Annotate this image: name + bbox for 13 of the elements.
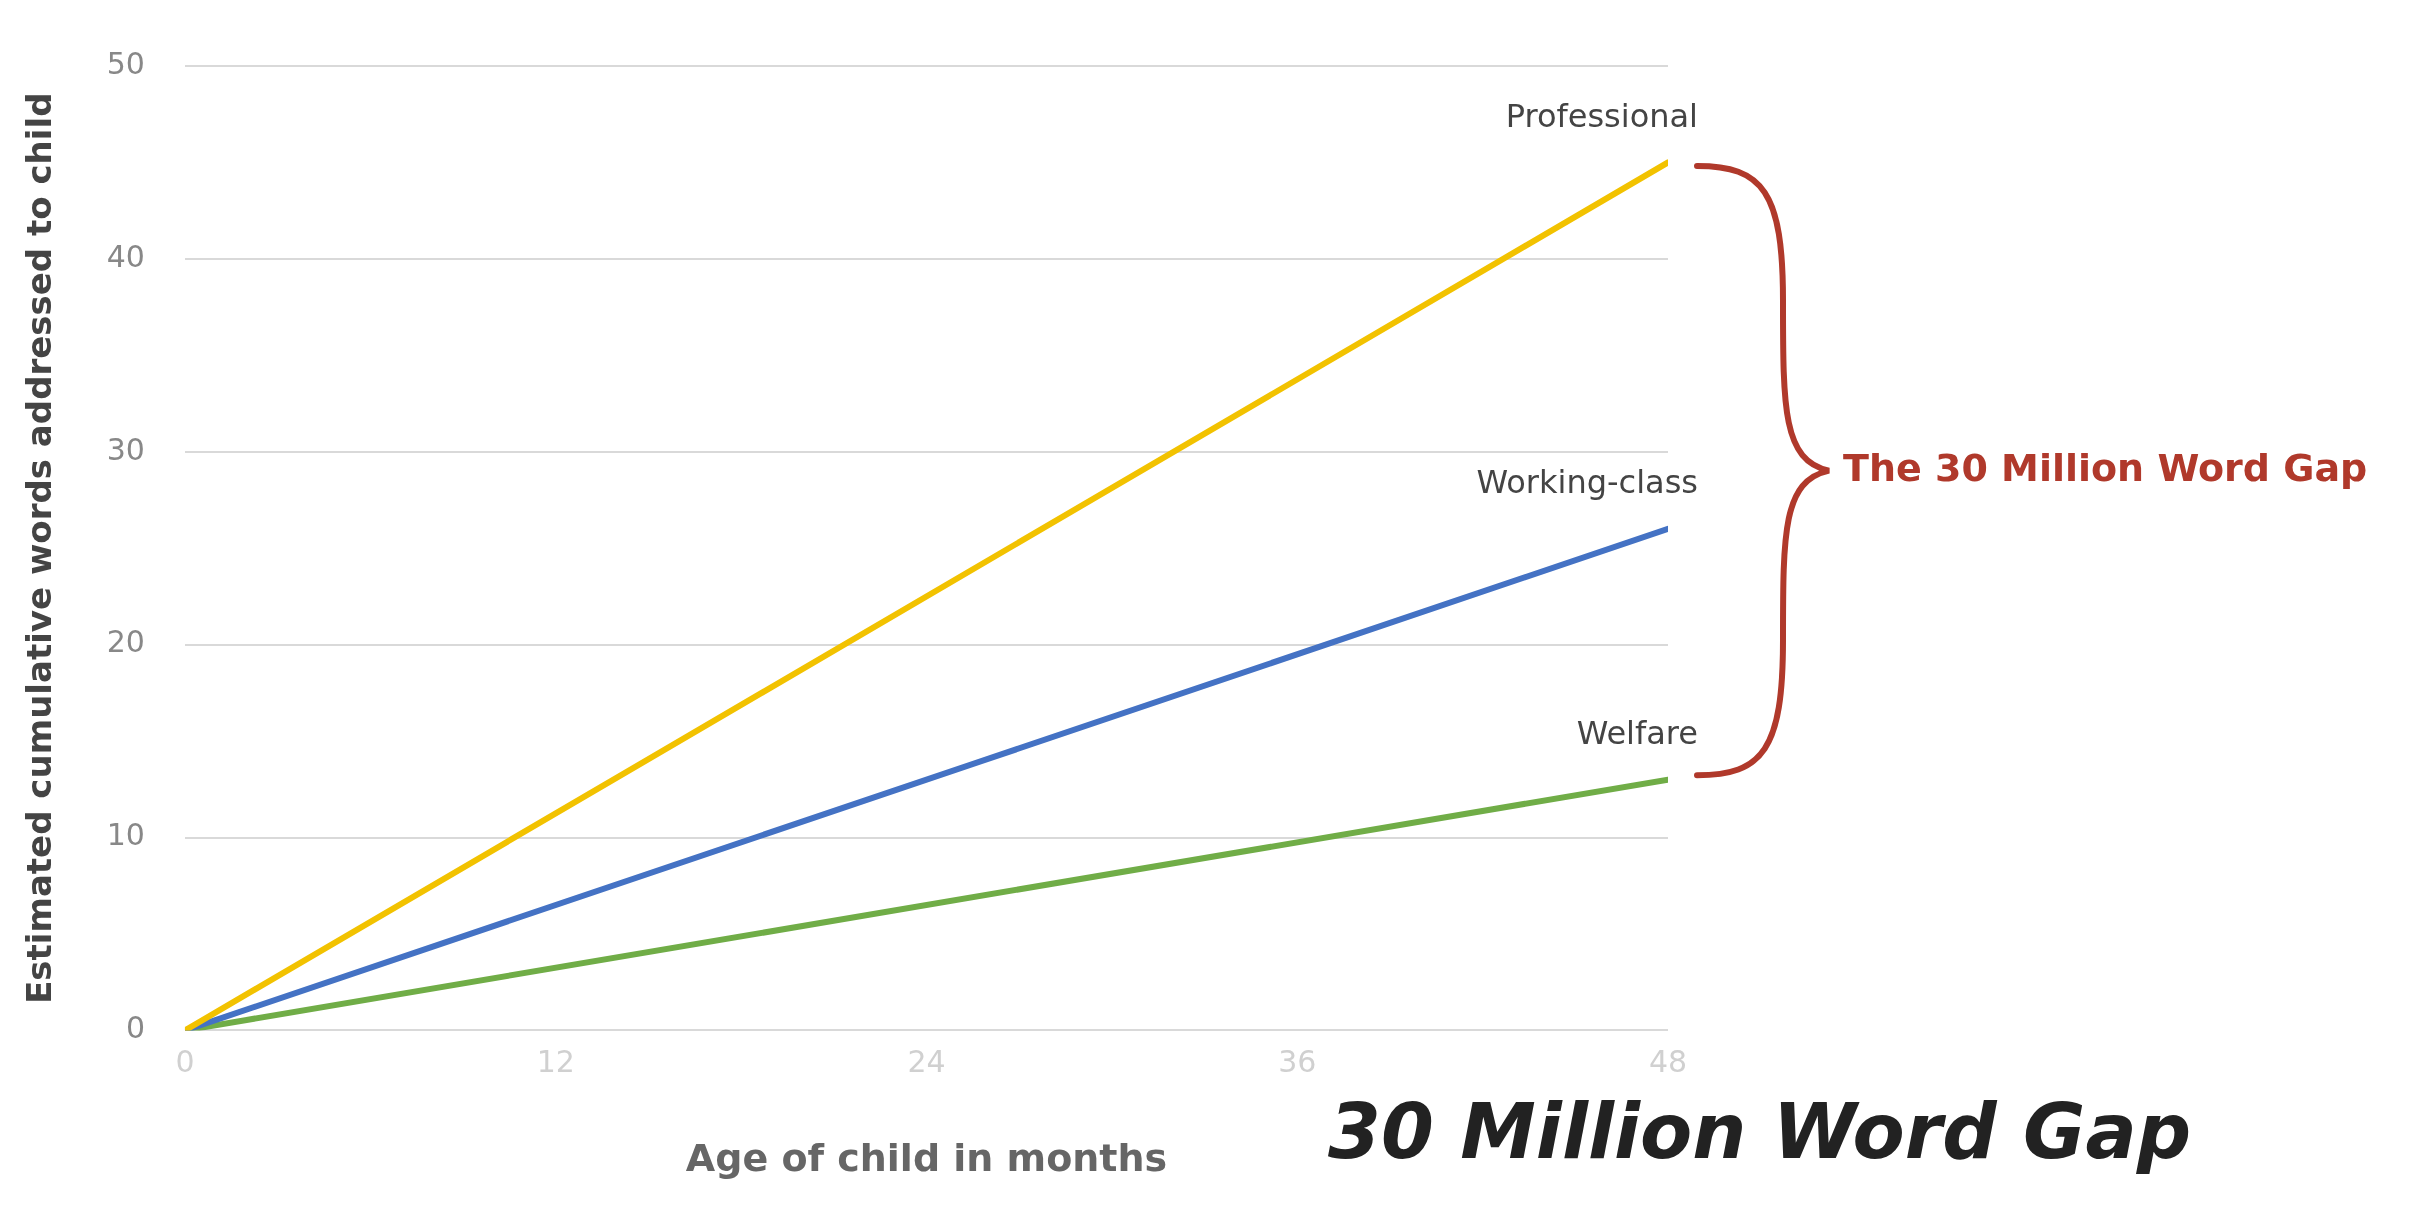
y-tick-label: 30: [106, 431, 145, 467]
y-axis-title: Estimated cumulative words addressed to child: [19, 92, 60, 1004]
y-tick-label: 0: [125, 1010, 145, 1046]
y-tick-label: 40: [106, 238, 145, 274]
x-axis-title: Age of child in months: [685, 1136, 1168, 1181]
series-label: Professional: [1505, 96, 1698, 135]
series-label: Working-class: [1476, 463, 1698, 502]
text: The 30 Million Word Gap: [1843, 445, 2368, 490]
y-tick-label: 50: [106, 45, 145, 81]
y-tick-label: 20: [106, 624, 145, 660]
series-label: Welfare: [1576, 713, 1698, 752]
y-tick-label: 10: [106, 817, 145, 853]
text: 30 Million Word Gap: [1328, 1086, 2192, 1176]
